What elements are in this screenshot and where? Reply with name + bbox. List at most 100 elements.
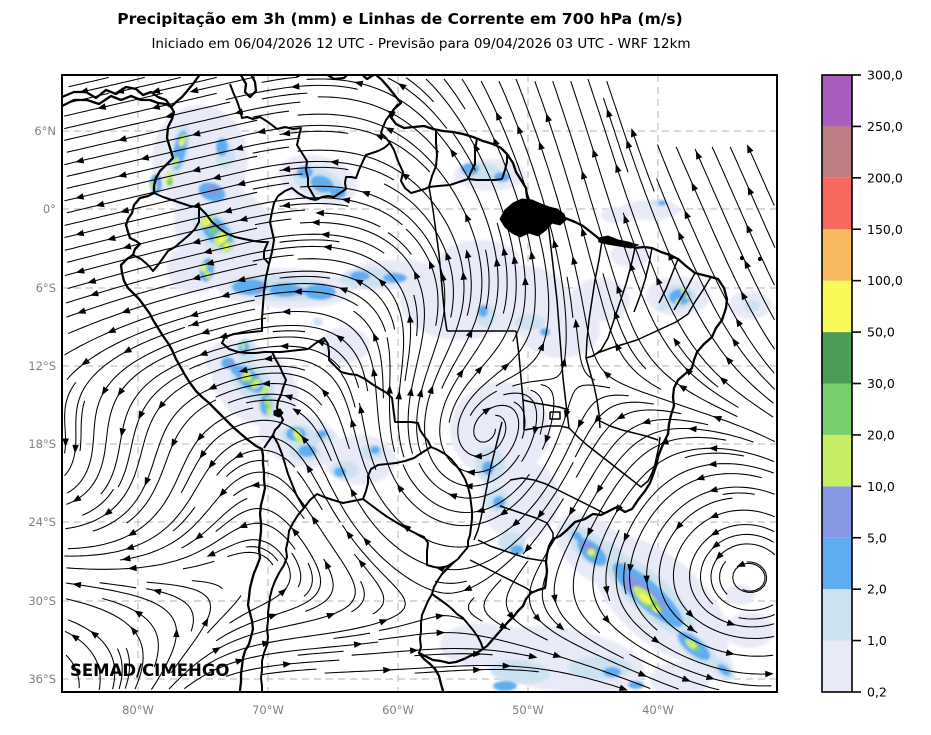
streamline xyxy=(117,372,185,488)
streamline-arrow-icon xyxy=(577,419,585,429)
streamline-arrow-icon xyxy=(715,551,724,560)
country-border xyxy=(418,593,433,654)
streamline-arrow-icon xyxy=(291,527,300,537)
streamline-arrow-icon xyxy=(651,635,661,644)
streamline xyxy=(245,365,306,371)
streamline xyxy=(658,497,733,634)
streamline-arrow-icon xyxy=(568,506,576,516)
streamline-arrow-icon xyxy=(476,506,486,513)
streamline-arrow-icon xyxy=(673,337,681,347)
streamline-arrow-icon xyxy=(629,262,636,272)
streamline xyxy=(64,191,258,239)
streamline xyxy=(515,78,776,443)
streamline xyxy=(227,393,574,571)
streamline-arrow-icon xyxy=(711,540,721,549)
streamline xyxy=(215,382,323,406)
streamline-arrow-icon xyxy=(473,143,481,153)
state-border xyxy=(585,240,603,359)
streamline xyxy=(468,597,483,622)
streamline-arrow-icon xyxy=(429,260,436,270)
streamline xyxy=(124,647,131,689)
state-border xyxy=(477,539,547,562)
streamline-arrow-icon xyxy=(371,367,378,377)
streamline xyxy=(296,471,323,511)
country-border xyxy=(153,192,200,208)
streamline-arrow-icon xyxy=(414,270,421,280)
streamline-arrow-icon xyxy=(335,334,345,343)
streamline-arrow-icon xyxy=(416,388,424,398)
gridlines xyxy=(62,75,777,692)
streamline-arrow-icon xyxy=(473,650,482,658)
streamline-arrow-icon xyxy=(236,275,246,283)
streamline-arrow-icon xyxy=(311,219,320,226)
streamline xyxy=(99,582,137,589)
lat-tick-label: 0° xyxy=(43,202,56,216)
streamline-arrow-icon xyxy=(473,666,482,674)
streamline-arrow-icon xyxy=(613,310,620,320)
streamline-arrow-icon xyxy=(306,464,314,474)
state-border xyxy=(515,330,525,430)
streamline-arrow-icon xyxy=(397,83,407,91)
streamline-arrow-icon xyxy=(616,284,623,294)
streamline xyxy=(631,130,655,192)
streamline-arrow-icon xyxy=(684,210,691,220)
streamline xyxy=(623,562,627,595)
streamline-arrow-icon xyxy=(537,342,545,352)
precip-cell xyxy=(179,140,183,146)
precip-cell xyxy=(657,303,667,311)
precip-cell xyxy=(691,644,697,648)
streamline-arrow-icon xyxy=(736,560,746,567)
streamline xyxy=(646,486,775,657)
streamline xyxy=(672,509,775,640)
streamline-arrow-icon xyxy=(212,647,221,655)
streamline xyxy=(261,668,317,676)
streamline-arrow-icon xyxy=(616,412,626,420)
streamline-arrow-icon xyxy=(208,383,218,390)
streamline xyxy=(146,581,212,674)
streamline xyxy=(182,560,215,570)
latitude-labels: 6°N 0° 6°S 12°S 18°S 24°S 30°S 36°S xyxy=(28,124,56,686)
streamline-arrow-icon xyxy=(117,171,127,178)
streamline xyxy=(261,310,611,527)
streamline-arrow-icon xyxy=(234,108,244,115)
streamline xyxy=(711,146,775,286)
streamline xyxy=(405,77,435,103)
streamline xyxy=(657,144,775,374)
streamline-arrows xyxy=(62,80,774,691)
streamline-arrow-icon xyxy=(681,675,691,682)
streamline xyxy=(297,258,405,458)
streamline xyxy=(64,173,303,226)
streamline xyxy=(279,275,331,279)
streamline-arrow-icon xyxy=(450,148,458,158)
streamline xyxy=(451,130,476,171)
streamline xyxy=(318,212,381,228)
state-border xyxy=(687,276,712,315)
state-border xyxy=(469,559,533,593)
streamline xyxy=(64,227,258,277)
colorbar-tick-label: 0,2 xyxy=(867,685,887,700)
streamline-arrow-icon xyxy=(134,610,143,618)
streamline xyxy=(530,389,545,435)
streamline-arrow-icon xyxy=(631,128,638,138)
streamline xyxy=(602,273,647,370)
streamline-arrow-icon xyxy=(708,445,718,452)
streamline xyxy=(574,401,654,458)
precip-cell xyxy=(493,496,505,508)
streamline-arrow-icon xyxy=(191,130,201,137)
streamline xyxy=(279,130,349,136)
streamline xyxy=(65,598,144,690)
precip-cell xyxy=(241,342,245,350)
streamline-arrow-icon xyxy=(205,259,215,266)
streamline xyxy=(272,330,306,333)
streamline-arrow-icon xyxy=(378,278,387,287)
streamline-arrow-icon xyxy=(189,86,199,94)
streamline xyxy=(297,149,520,487)
streamline-arrow-icon xyxy=(587,527,594,537)
country-border xyxy=(428,130,438,188)
streamline xyxy=(297,650,344,656)
streamline-arrow-icon xyxy=(545,113,552,123)
streamline-arrow-icon xyxy=(70,634,80,642)
streamline xyxy=(592,447,775,687)
streamline-arrow-icon xyxy=(499,508,509,516)
country-border xyxy=(271,351,287,436)
